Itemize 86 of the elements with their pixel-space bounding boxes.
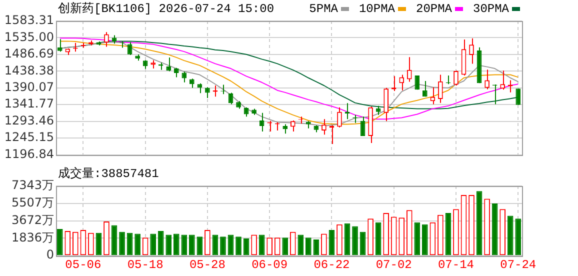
x-tick-label: 07-14 xyxy=(438,258,474,272)
bar xyxy=(181,234,188,256)
bar xyxy=(313,239,320,256)
candlestick xyxy=(438,74,443,104)
legend-label: 20PMA xyxy=(416,2,453,16)
bar xyxy=(150,234,156,256)
bar xyxy=(492,203,498,256)
bar xyxy=(236,236,242,256)
y-tick-label: 7343万 xyxy=(11,178,54,192)
candlestick xyxy=(166,56,172,72)
y-tick-label: 3672万 xyxy=(11,212,54,227)
bar xyxy=(212,234,218,256)
legend-label: 5PMA xyxy=(309,2,339,16)
bar xyxy=(328,230,335,256)
bar xyxy=(422,224,428,256)
bar xyxy=(196,236,203,256)
candlestick xyxy=(190,78,194,88)
x-tick-label: 07-24 xyxy=(500,258,536,272)
candlestick xyxy=(174,67,179,78)
y-tick-label: 1341.77 xyxy=(4,96,54,111)
bar xyxy=(375,222,382,256)
bar xyxy=(243,238,250,256)
x-tick-label: 05-28 xyxy=(189,258,226,272)
bar xyxy=(220,236,226,256)
candlestick xyxy=(422,80,428,98)
x-tick-label: 06-09 xyxy=(252,258,288,272)
bar xyxy=(360,232,366,256)
y-tick-label: 1486.69 xyxy=(4,46,54,61)
y-tick-label: 0 xyxy=(46,248,54,262)
x-tick-label: 06-22 xyxy=(314,258,350,272)
bar xyxy=(228,234,234,256)
candlestick xyxy=(182,71,187,83)
y-tick-label: 1535.00 xyxy=(4,30,54,44)
candlestick xyxy=(290,120,296,132)
bar xyxy=(96,232,102,256)
candlestick xyxy=(461,38,466,76)
bar xyxy=(298,234,304,256)
candlestick xyxy=(376,105,381,116)
bar xyxy=(507,216,514,256)
bar xyxy=(56,229,63,256)
bar xyxy=(166,234,172,256)
y-tick-label: 1293.46 xyxy=(4,113,54,128)
bar xyxy=(173,234,180,256)
x-tick-label: 07-02 xyxy=(376,258,412,272)
candlestick xyxy=(205,86,210,98)
candlestick xyxy=(500,70,505,90)
bar xyxy=(111,225,118,256)
bar xyxy=(476,191,482,256)
bar xyxy=(445,212,452,256)
bar xyxy=(515,218,522,256)
bar xyxy=(282,238,288,256)
candlestick xyxy=(104,32,109,48)
candlestick xyxy=(197,82,202,94)
bar xyxy=(258,234,265,256)
bar xyxy=(306,238,312,256)
legend-label: 10PMA xyxy=(358,2,396,16)
bar xyxy=(126,232,133,256)
bar xyxy=(189,234,195,256)
x-tick-label: 05-06 xyxy=(65,258,102,272)
bar xyxy=(158,230,164,256)
bar xyxy=(414,222,420,256)
bar xyxy=(352,226,358,256)
candlestick xyxy=(337,106,342,128)
bar xyxy=(344,223,350,256)
chart-title: 成交量:38857481 xyxy=(58,166,159,182)
candlestick xyxy=(406,56,412,82)
bar xyxy=(134,234,140,256)
y-tick-label: 1196.84 xyxy=(4,146,54,161)
y-tick-label: 1438.38 xyxy=(4,63,54,78)
candlestick xyxy=(57,38,62,52)
y-tick-label: 1245.15 xyxy=(4,130,54,144)
chart-title: 创新药[BK1106] 2026-07-24 15:00 xyxy=(58,1,274,16)
candlestick xyxy=(384,87,388,122)
candlestick xyxy=(454,70,458,86)
bar xyxy=(119,232,125,256)
x-tick-label: 05-18 xyxy=(127,258,164,272)
legend-label: 30PMA xyxy=(472,2,510,16)
candlestick xyxy=(484,69,490,90)
candlestick xyxy=(469,38,474,64)
y-tick-label: 1583.31 xyxy=(4,13,54,28)
candlestick xyxy=(399,74,404,91)
y-tick-label: 5507万 xyxy=(11,196,54,210)
y-tick-label: 1390.07 xyxy=(4,80,54,94)
y-tick-label: 1836万 xyxy=(11,230,54,244)
candlestick xyxy=(322,118,326,136)
candlestick xyxy=(282,124,288,134)
